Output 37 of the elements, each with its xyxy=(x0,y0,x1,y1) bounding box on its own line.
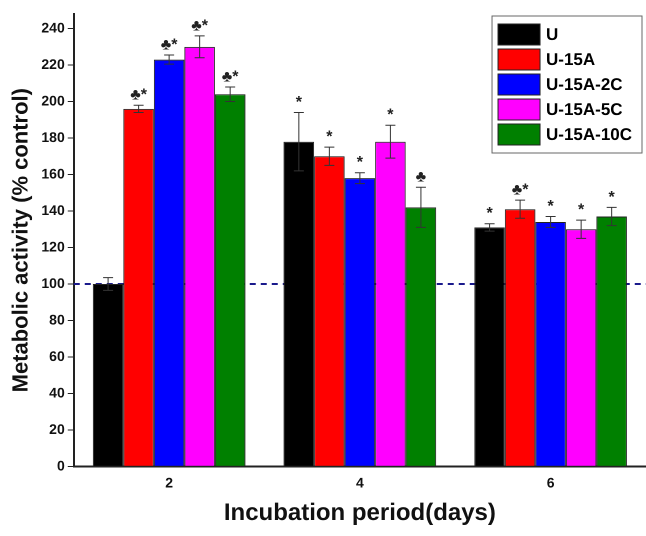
y-axis-title: Metabolic activity (% control) xyxy=(7,88,32,392)
data-label: * xyxy=(608,188,616,206)
data-label: ♣* xyxy=(222,68,240,86)
y-tick-label: 40 xyxy=(49,384,65,400)
data-label: ♣* xyxy=(130,86,148,104)
y-tick-label: 240 xyxy=(41,19,65,36)
y-tick-label: 60 xyxy=(49,348,65,364)
y-tick-label: 20 xyxy=(49,420,65,437)
data-label: * xyxy=(486,205,494,222)
data-label: ♣ xyxy=(416,168,427,186)
legend-label: U-15A-5C xyxy=(546,100,623,120)
y-tick-label: 80 xyxy=(49,311,65,328)
x-tick-label: 2 xyxy=(165,474,174,491)
y-tick-label: 120 xyxy=(41,238,65,254)
legend-label: U-15A-2C xyxy=(546,75,623,94)
data-label: * xyxy=(296,94,303,111)
legend-label: U-15A xyxy=(546,50,596,70)
legend-label: U xyxy=(546,25,558,44)
y-tick-label: 220 xyxy=(41,56,65,72)
x-axis-title: Incubation period(days) xyxy=(224,499,496,526)
data-label: ♣* xyxy=(512,181,530,198)
data-label: * xyxy=(578,202,586,219)
data-label: * xyxy=(356,154,364,172)
data-label: * xyxy=(548,198,555,215)
data-label: ♣* xyxy=(160,36,178,54)
data-label: ♣* xyxy=(191,17,209,34)
data-label: * xyxy=(387,106,394,124)
y-tick-label: 0 xyxy=(56,457,65,474)
legend-label: U-15A-10C xyxy=(546,125,632,144)
x-tick-label: 6 xyxy=(546,474,555,491)
y-tick-label: 160 xyxy=(41,165,65,182)
x-tick-label: 4 xyxy=(356,474,364,491)
y-tick-label: 140 xyxy=(41,202,65,218)
y-tick-label: 200 xyxy=(41,92,65,108)
y-tick-label: 180 xyxy=(41,128,65,145)
y-tick-label: 100 xyxy=(41,274,65,291)
data-label: * xyxy=(326,128,334,146)
